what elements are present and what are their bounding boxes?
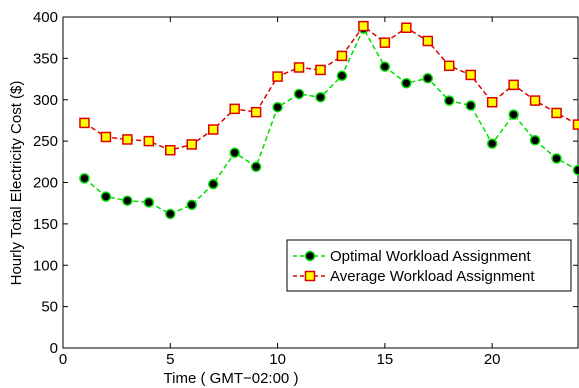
y-tick-label: 50 xyxy=(41,299,58,316)
y-tick-label: 250 xyxy=(33,133,58,150)
data-point-optimal-workload-assignment xyxy=(100,191,112,202)
data-point-average-workload-assignment xyxy=(358,20,369,32)
data-point-optimal-workload-assignment xyxy=(165,208,176,220)
data-point-average-workload-assignment xyxy=(229,103,240,115)
legend-entry-optimal: Optimal Workload Assignment xyxy=(293,248,531,265)
series-layer xyxy=(79,20,579,220)
y-tick-label: 300 xyxy=(33,92,58,109)
data-point-optimal-workload-assignment xyxy=(207,178,219,190)
data-point-optimal-workload-assignment xyxy=(293,88,305,100)
data-point-optimal-workload-assignment xyxy=(401,77,412,89)
data-point-average-workload-assignment xyxy=(186,139,197,150)
data-point-optimal-workload-assignment xyxy=(186,199,197,211)
data-point-average-workload-assignment xyxy=(250,106,262,118)
data-point-optimal-workload-assignment xyxy=(122,195,133,206)
x-axis-label: Time ( GMT−02:00 ) xyxy=(164,370,299,387)
x-tick-label: 10 xyxy=(269,351,286,368)
y-axis-ticks: 0 50 100 150 200 250 300 350 400 xyxy=(33,9,578,357)
data-point-average-workload-assignment xyxy=(572,119,579,130)
data-point-optimal-workload-assignment xyxy=(529,135,541,146)
data-point-average-workload-assignment xyxy=(315,64,326,76)
data-point-average-workload-assignment xyxy=(207,124,219,135)
data-point-optimal-workload-assignment xyxy=(572,164,579,176)
data-point-average-workload-assignment xyxy=(379,37,391,48)
data-point-optimal-workload-assignment xyxy=(315,92,326,103)
data-point-average-workload-assignment xyxy=(444,60,455,72)
y-tick-label: 150 xyxy=(33,216,58,233)
y-tick-label: 400 xyxy=(33,9,58,26)
legend-box xyxy=(286,239,572,292)
data-point-optimal-workload-assignment xyxy=(143,197,155,208)
data-point-average-workload-assignment xyxy=(143,135,155,147)
data-point-average-workload-assignment xyxy=(486,96,498,108)
y-tick-label: 100 xyxy=(33,257,58,274)
data-point-optimal-workload-assignment xyxy=(336,70,348,82)
data-point-optimal-workload-assignment xyxy=(272,101,283,113)
data-point-average-workload-assignment xyxy=(529,95,541,106)
y-tick-label: 0 xyxy=(50,340,58,357)
data-point-optimal-workload-assignment xyxy=(229,147,240,158)
data-point-optimal-workload-assignment xyxy=(486,138,498,149)
data-point-optimal-workload-assignment xyxy=(465,100,476,111)
data-point-average-workload-assignment xyxy=(122,134,133,145)
legend-marker-optimal xyxy=(304,250,316,262)
y-tick-label: 350 xyxy=(33,50,58,67)
y-tick-label: 200 xyxy=(33,175,58,192)
legend-label-average: Average Workload Assignment xyxy=(330,268,535,285)
data-point-average-workload-assignment xyxy=(165,144,176,156)
data-point-optimal-workload-assignment xyxy=(551,153,562,164)
x-axis-ticks: 0 5 10 15 20 xyxy=(59,17,501,368)
data-point-average-workload-assignment xyxy=(79,117,90,129)
data-point-average-workload-assignment xyxy=(401,22,412,34)
x-tick-label: 20 xyxy=(484,351,501,368)
data-point-optimal-workload-assignment xyxy=(444,95,455,106)
legend-label-optimal: Optimal Workload Assignment xyxy=(330,248,531,265)
x-tick-label: 0 xyxy=(59,351,67,368)
data-point-optimal-workload-assignment xyxy=(250,161,262,173)
data-point-average-workload-assignment xyxy=(508,79,519,91)
data-point-optimal-workload-assignment xyxy=(422,72,434,84)
data-point-optimal-workload-assignment xyxy=(508,109,519,120)
data-point-optimal-workload-assignment xyxy=(379,61,391,72)
x-tick-label: 15 xyxy=(377,351,394,368)
data-point-average-workload-assignment xyxy=(551,107,562,119)
data-point-average-workload-assignment xyxy=(422,35,434,47)
data-point-average-workload-assignment xyxy=(465,69,476,81)
legend: Optimal Workload Assignment Average Work… xyxy=(286,239,572,292)
x-tick-label: 5 xyxy=(166,351,174,368)
data-point-average-workload-assignment xyxy=(293,62,305,73)
legend-entry-average: Average Workload Assignment xyxy=(293,268,535,285)
data-point-average-workload-assignment xyxy=(336,50,348,62)
y-axis-label: Hourly Total Electricity Cost ($) xyxy=(8,81,25,286)
data-point-optimal-workload-assignment xyxy=(79,173,90,184)
legend-marker-average xyxy=(304,270,316,282)
data-point-average-workload-assignment xyxy=(100,131,112,143)
data-point-average-workload-assignment xyxy=(272,71,283,82)
